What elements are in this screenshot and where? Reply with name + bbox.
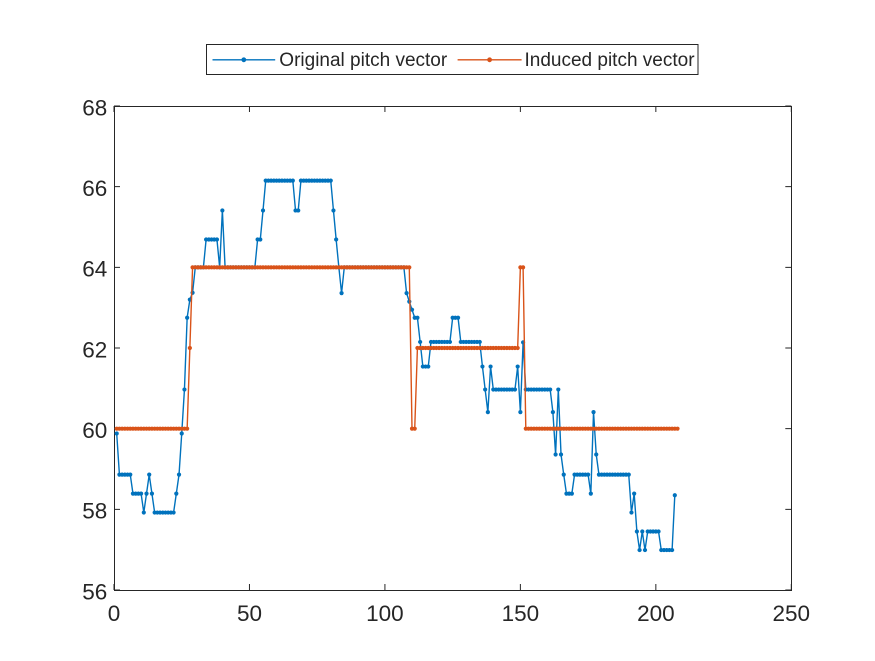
svg-text:56: 56	[82, 579, 107, 604]
svg-text:66: 66	[82, 176, 107, 201]
svg-text:Induced pitch vector: Induced pitch vector	[525, 50, 696, 71]
svg-text:50: 50	[237, 601, 262, 626]
svg-text:68: 68	[82, 95, 107, 120]
svg-text:Original pitch vector: Original pitch vector	[279, 50, 448, 71]
svg-text:100: 100	[366, 601, 404, 626]
svg-text:62: 62	[82, 337, 107, 362]
svg-text:58: 58	[82, 499, 107, 524]
svg-text:60: 60	[82, 418, 107, 443]
svg-text:150: 150	[502, 601, 540, 626]
svg-text:0: 0	[108, 601, 121, 626]
svg-text:64: 64	[82, 257, 107, 282]
svg-text:250: 250	[773, 601, 811, 626]
svg-text:200: 200	[637, 601, 675, 626]
